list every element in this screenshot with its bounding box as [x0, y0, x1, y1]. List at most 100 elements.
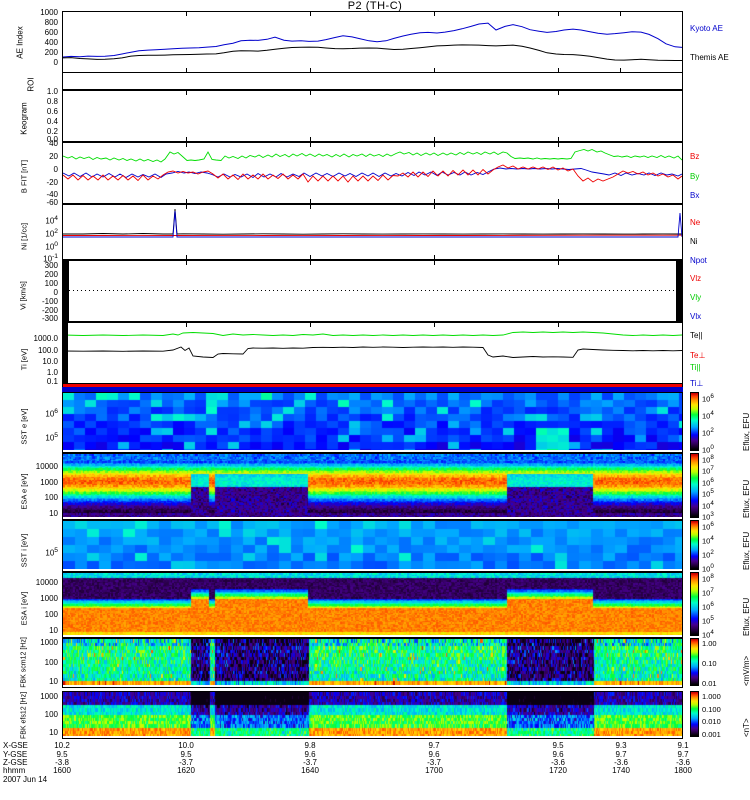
ytick-b-m60: -60 [46, 198, 58, 207]
ytick-b-40: 40 [49, 139, 58, 148]
velocity-fill-left [63, 261, 69, 321]
colorbar-title-esa-i: Eflux, EFU [742, 597, 750, 636]
axis-value-z-gse-3: -3.7 [427, 758, 441, 767]
ytick-ssti-1e5: 105 [45, 547, 58, 558]
colorbar-label-esa-i-2: 106 [702, 601, 714, 612]
panel-ae-index [62, 11, 683, 73]
ylabel-b-fit: B FIT [nT] [19, 159, 29, 194]
ylabel-fbk-scm: FBK scm12 [Hz] [20, 637, 28, 688]
axis-value-z-gse-2: -3.7 [303, 758, 317, 767]
ytick-esai-10000: 10000 [35, 578, 58, 587]
colorbar-title-sst-e: Eflux, EFU [742, 412, 750, 451]
legend-label-kyoto-ae: Kyoto AE [690, 24, 723, 33]
colorbar-label-fbk-efs-3: 0.001 [702, 730, 721, 739]
ytick-t-1000: 1000.0 [33, 334, 58, 343]
ti-par-trace [63, 331, 682, 336]
panel-fbk-scm [62, 638, 683, 688]
panel-fbk-efs [62, 691, 683, 739]
colorbar-label-fbk-efs-2: 0.010 [702, 717, 721, 727]
axis-value-hhmm-5: 1740 [612, 766, 630, 775]
axis-value-z-gse-1: -3.7 [179, 758, 193, 767]
colorbar-label-esa-i-0: 108 [702, 573, 714, 584]
ytick-b-20: 20 [49, 152, 58, 161]
colorbar-fbk-scm [690, 638, 699, 686]
temperature-fill-left [63, 323, 68, 383]
ytick-v-0: 0 [53, 288, 58, 297]
velocity-zero-line [69, 290, 676, 291]
ytick-b-m20: -20 [46, 178, 58, 187]
colorbar-sst-i [690, 520, 699, 570]
ytick-keo-00: 0.0 [46, 135, 58, 144]
panel-keogram [62, 90, 683, 142]
axis-value-z-gse-6: -3.6 [676, 758, 690, 767]
legend-label-ti: Ti|| [690, 363, 701, 372]
colorbar-title-sst-i: Eflux, EFU [742, 531, 750, 570]
ytick-keo-08: 0.8 [46, 97, 58, 106]
colorbar-label-sst-e-2: 102 [702, 427, 714, 438]
colorbar-sst-e [690, 392, 699, 451]
axis-value-z-gse-0: -3.8 [55, 758, 69, 767]
axis-value-y-gse-5: 9.7 [615, 750, 627, 759]
axis-value-y-gse-2: 9.6 [304, 750, 316, 759]
legend-label-npot: Npot [690, 256, 707, 265]
axis-value-x-gse-5: 9.3 [615, 741, 627, 750]
axis-value-x-gse-3: 9.7 [428, 741, 440, 750]
legend-label-te: Te⊥ [690, 351, 706, 360]
axis-value-y-gse-3: 9.6 [428, 750, 440, 759]
ylabel-sst-e: SST e [eV] [19, 408, 29, 445]
ytick-n-1e2: 102 [45, 228, 58, 239]
ytick-v-100: 100 [44, 279, 58, 288]
ytick-esai-100: 100 [44, 610, 58, 619]
legend-label-ne: Ne [690, 218, 701, 227]
velocity-fill-right [676, 261, 682, 321]
axis-value-y-gse-4: 9.6 [552, 750, 564, 759]
colorbar-label-esa-e-1: 107 [702, 465, 714, 476]
colorbar-label-fbk-scm-2: 0.01 [702, 679, 717, 688]
colorbar-label-sst-i-1: 104 [702, 535, 714, 546]
ytick-fbkscm-10: 10 [49, 677, 58, 686]
ytick-ae-800: 800 [44, 18, 58, 27]
ytick-v-300: 300 [44, 261, 58, 270]
ytick-keo-04: 0.4 [46, 117, 58, 126]
ytick-ae-1000: 1000 [40, 8, 58, 17]
axis-value-x-gse-2: 9.8 [304, 741, 316, 750]
ytick-t-1: 1.0 [46, 368, 58, 377]
ytick-ae-200: 200 [44, 48, 58, 57]
ytick-esai-1000: 1000 [40, 594, 58, 603]
colorbar-title-esa-e: Eflux, EFU [742, 479, 750, 518]
colorbar-label-esa-e-4: 104 [702, 499, 714, 511]
colorbar-label-sst-e-0: 106 [702, 393, 714, 404]
colorbar-label-sst-i-3: 100 [702, 563, 714, 574]
npot-trace [63, 210, 682, 238]
axis-value-y-gse-1: 9.5 [180, 750, 192, 759]
colorbar-label-esa-e-3: 105 [702, 488, 714, 499]
ytick-b-m40: -40 [46, 190, 58, 199]
axis-value-x-gse-6: 9.1 [677, 741, 689, 750]
ni-trace [63, 208, 682, 235]
ytick-sste-1e6: 106 [45, 408, 58, 419]
ylabel-sst-i: SST i [eV] [19, 533, 29, 568]
axis-row-label-y-gse: Y-GSE [3, 750, 28, 759]
colorbar-label-esa-e-5: 103 [702, 511, 714, 522]
ytick-keo-02: 0.2 [46, 127, 58, 136]
panel-velocity [62, 260, 683, 322]
strip-blue [62, 387, 683, 393]
panel-sst-e [62, 392, 683, 453]
legend-label-ti: Ti⊥ [690, 379, 704, 388]
spec-esa-i-canvas [63, 573, 682, 635]
ytick-esae-10000: 10000 [35, 462, 58, 471]
colorbar-label-sst-e-1: 104 [702, 410, 714, 421]
colorbar-esa-e [690, 453, 699, 518]
axis-row-label-z-gse: Z-GSE [3, 758, 28, 767]
ylabel-ae-index: AE Index [15, 26, 25, 59]
page-title: P2 (TH-C) [347, 0, 403, 12]
axis-value-x-gse-0: 10.2 [54, 741, 70, 750]
colorbar-label-fbk-scm-0: 1.00 [702, 639, 717, 648]
panel-b-fit [62, 142, 683, 204]
ytick-keo-1: 1.0 [46, 87, 58, 96]
axis-value-y-gse-6: 9.7 [677, 750, 689, 759]
bx-trace [63, 167, 682, 179]
panel-sst-i [62, 520, 683, 572]
colorbar-esa-i [690, 572, 699, 636]
